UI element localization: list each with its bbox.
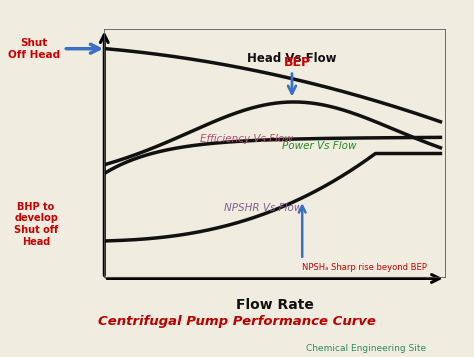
Text: NPSHₐ Sharp rise beyond BEP: NPSHₐ Sharp rise beyond BEP bbox=[302, 263, 427, 272]
Text: Power Vs Flow: Power Vs Flow bbox=[282, 141, 356, 151]
Text: Centrifugal Pump Performance Curve: Centrifugal Pump Performance Curve bbox=[98, 315, 376, 328]
Text: Efficiency Vs Flow: Efficiency Vs Flow bbox=[200, 134, 293, 144]
Text: Chemical Engineering Site: Chemical Engineering Site bbox=[307, 343, 427, 353]
Text: BEP: BEP bbox=[283, 56, 310, 70]
Text: BHP to
develop
Shut off
Head: BHP to develop Shut off Head bbox=[14, 202, 58, 247]
Bar bbox=[104, 29, 446, 278]
Text: Shut
Off Head: Shut Off Head bbox=[8, 38, 60, 60]
Text: NPSHR Vs Flow: NPSHR Vs Flow bbox=[224, 203, 302, 213]
Text: Flow Rate: Flow Rate bbox=[236, 298, 314, 312]
Text: Head Vs Flow: Head Vs Flow bbox=[247, 52, 337, 65]
